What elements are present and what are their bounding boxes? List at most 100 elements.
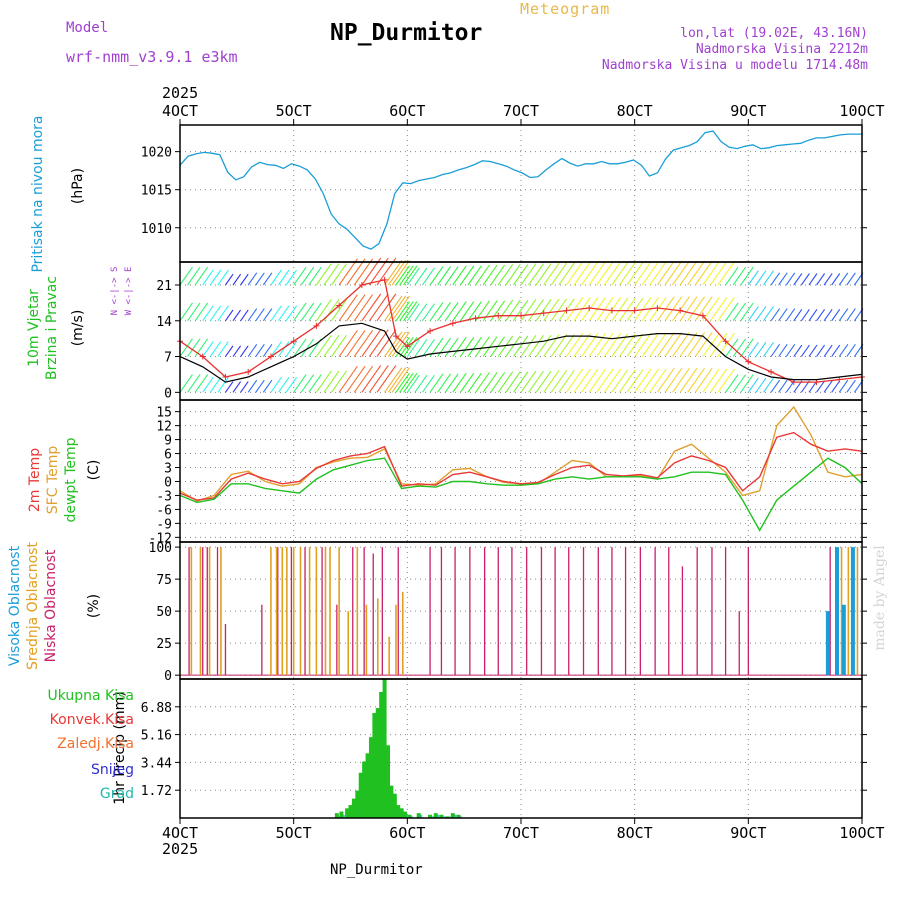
wind-barb bbox=[361, 329, 382, 357]
wind-barb bbox=[384, 331, 403, 357]
wind-barb bbox=[687, 296, 706, 322]
temp-ylabel-a: 2m Temp bbox=[27, 447, 43, 513]
wind-barb bbox=[800, 308, 810, 322]
precip-total-bar bbox=[365, 753, 370, 818]
wind-barb bbox=[581, 297, 599, 322]
wind-barb bbox=[323, 263, 340, 286]
wind-barb bbox=[384, 295, 403, 322]
wind-barb bbox=[831, 380, 841, 393]
wind-barb bbox=[406, 339, 420, 357]
wind-barb bbox=[475, 372, 490, 393]
wind-barb bbox=[217, 305, 229, 322]
precip-total-bar bbox=[396, 805, 401, 818]
wind-barb bbox=[368, 293, 389, 322]
wind-barb bbox=[505, 371, 521, 393]
wind-barb bbox=[387, 259, 407, 286]
wind-barb bbox=[535, 334, 552, 357]
wind-barb bbox=[520, 263, 537, 286]
wind-barb bbox=[240, 345, 249, 357]
wind-barb bbox=[649, 368, 667, 393]
wind-barb bbox=[550, 262, 568, 286]
wind-barb bbox=[664, 296, 683, 322]
wind-barb bbox=[535, 370, 552, 393]
precip-snow-bar bbox=[420, 814, 423, 818]
wind-barb bbox=[444, 337, 459, 357]
wind-ytick-label: 14 bbox=[156, 315, 172, 330]
wind-barb bbox=[763, 377, 774, 393]
wind-barb bbox=[278, 269, 290, 286]
wind-barb bbox=[505, 335, 521, 357]
precip-ytick-label: 1.72 bbox=[141, 784, 172, 799]
wind-barb bbox=[262, 344, 273, 357]
wind-barb bbox=[187, 374, 201, 393]
wind-barb bbox=[808, 308, 818, 322]
wind-barb bbox=[338, 365, 358, 393]
wind-gust-marker bbox=[427, 328, 434, 334]
wind-barb bbox=[217, 269, 229, 286]
wind-gust-marker bbox=[677, 307, 684, 314]
wind-barb bbox=[709, 261, 728, 286]
wind-gust-marker bbox=[358, 282, 365, 288]
wind-barb bbox=[528, 334, 544, 357]
precip-total-bar bbox=[389, 785, 394, 818]
pressure-ylabel: Pritisak na nivou mora bbox=[30, 115, 46, 273]
wind-barb bbox=[634, 261, 652, 286]
wind-barb bbox=[467, 337, 482, 357]
wind-barb bbox=[331, 334, 347, 357]
clouds-ytick-label: 75 bbox=[156, 573, 172, 588]
wind-barb bbox=[315, 334, 332, 357]
wind-barb bbox=[429, 373, 444, 393]
wind-barb bbox=[331, 299, 347, 322]
wind-barb bbox=[679, 296, 698, 322]
wind-barb bbox=[293, 302, 307, 322]
precip-total-bar bbox=[399, 808, 404, 818]
wind-barb bbox=[414, 374, 428, 393]
wind-barb bbox=[368, 365, 389, 393]
wind-barb bbox=[694, 332, 713, 357]
wind-barb bbox=[558, 334, 575, 357]
precip-ytick-label: 5.16 bbox=[141, 729, 172, 744]
wind-gust-marker bbox=[267, 353, 274, 360]
pressure-unit: (hPa) bbox=[70, 167, 86, 205]
wind-gust-marker bbox=[381, 276, 388, 283]
wind-barb bbox=[194, 266, 209, 286]
wind-barb bbox=[717, 332, 735, 357]
wind-barb bbox=[664, 332, 683, 357]
x-label-bottom: 4OCT bbox=[162, 824, 198, 842]
wind-barb bbox=[387, 367, 407, 393]
wind-barb bbox=[232, 273, 242, 286]
wind-barb bbox=[490, 372, 506, 393]
temperature-ytick-label: -9 bbox=[156, 517, 172, 532]
precip-total-bar bbox=[450, 813, 455, 818]
wind-barb bbox=[831, 344, 841, 357]
wind-barb bbox=[717, 261, 735, 286]
wind-gust-marker bbox=[290, 338, 297, 345]
wind-barb bbox=[202, 341, 214, 357]
wind-barb bbox=[406, 303, 420, 322]
wind-barb bbox=[679, 332, 698, 357]
temperature-ytick-label: 6 bbox=[164, 448, 172, 463]
wind-barb bbox=[444, 266, 459, 286]
precip-total-bar bbox=[407, 814, 412, 818]
wind-barb bbox=[816, 344, 826, 357]
wind-barb bbox=[816, 273, 826, 286]
wind-barb bbox=[573, 332, 591, 357]
wind-gust-marker bbox=[699, 312, 706, 319]
wind-barb bbox=[763, 306, 774, 322]
wind-barb bbox=[778, 344, 788, 357]
wind-gust-marker bbox=[199, 353, 206, 360]
wind-barb bbox=[626, 369, 644, 393]
wind-barb bbox=[395, 265, 410, 286]
wind-barb bbox=[823, 308, 833, 322]
wind-barb bbox=[232, 309, 242, 322]
wind-barb bbox=[596, 368, 614, 393]
wind-barb bbox=[225, 345, 234, 357]
wind-barb bbox=[512, 371, 529, 393]
wind-barb bbox=[626, 261, 644, 286]
wind-gust-marker bbox=[313, 322, 320, 329]
wind-barb bbox=[444, 373, 459, 393]
wind-barb bbox=[399, 372, 414, 393]
wind-barb bbox=[414, 339, 428, 357]
precip-total-bar bbox=[362, 761, 367, 818]
wind-barb bbox=[603, 261, 622, 286]
